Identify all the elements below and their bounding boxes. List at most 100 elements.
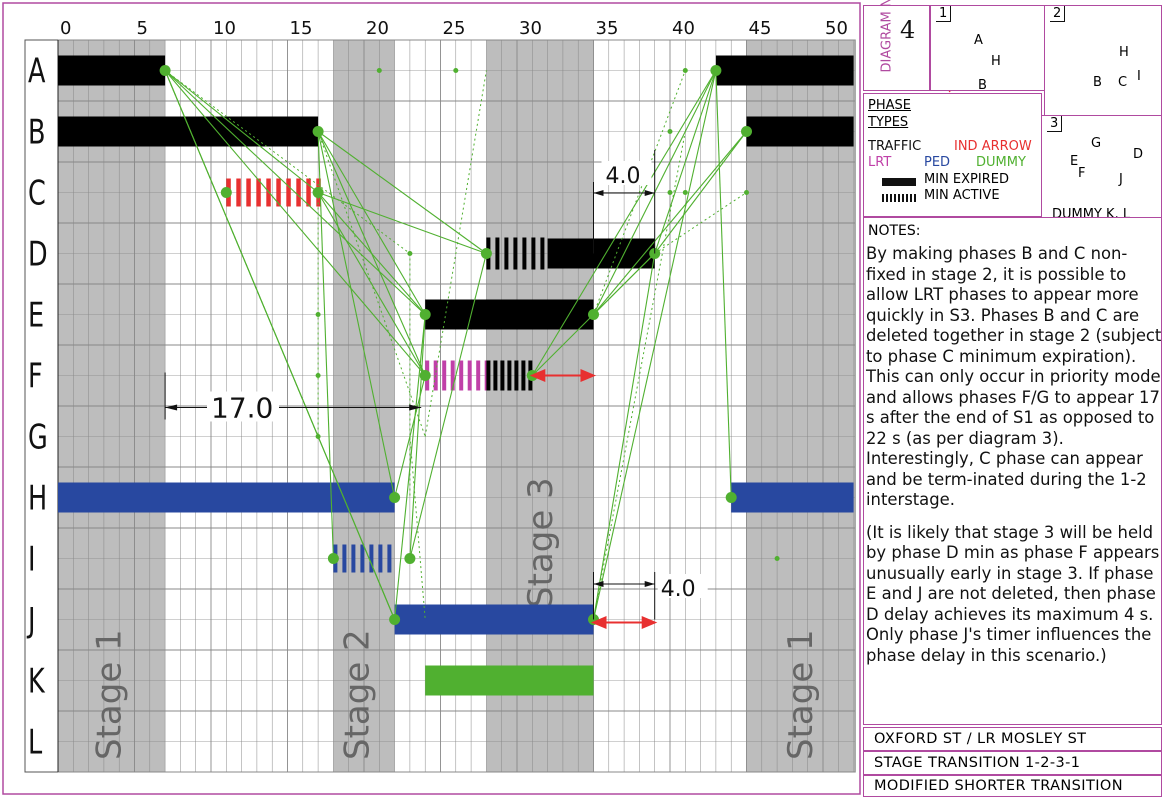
phase-a-bar-end <box>715 55 854 86</box>
title-block-1: OXFORD ST / LR MOSLEY ST <box>863 727 1162 751</box>
column-label-45: 45 <box>749 18 772 39</box>
mini-1-label-a: A <box>974 33 983 48</box>
node-c1 <box>220 187 232 198</box>
row-label-K: K <box>28 662 46 702</box>
row-label-J: J <box>26 601 35 641</box>
phase-a-bar-s1 <box>58 55 166 86</box>
phase-d-min-active-stripe <box>513 237 518 270</box>
phase-d-min-active-stripe <box>504 237 509 270</box>
small-node <box>453 68 459 73</box>
dependency-line <box>409 314 426 559</box>
title-block-2: STAGE TRANSITION 1-2-3-1 <box>863 751 1162 775</box>
diagram-no-value: 4 <box>900 16 916 44</box>
phase-d-min-active-stripe <box>540 237 545 270</box>
column-label-0: 0 <box>60 18 71 39</box>
row-label-G: G <box>28 418 48 458</box>
row-label-C: C <box>28 174 46 214</box>
column-label-5: 5 <box>137 18 148 39</box>
small-node <box>407 251 413 256</box>
phase-i-min-active-stripe <box>351 544 356 573</box>
node-c2 <box>312 187 324 198</box>
dependency-line <box>317 131 426 315</box>
phase-e-bar <box>425 299 594 330</box>
mini-1-label-b: B <box>978 78 987 93</box>
small-node <box>667 190 673 195</box>
dependency-line <box>394 314 426 620</box>
d4-bottom-label: 4.0 <box>661 577 696 602</box>
phase-k-bar <box>425 665 594 696</box>
row-label-D: D <box>28 235 48 275</box>
legend-dummy: DUMMY <box>976 155 1026 170</box>
phase-d-min-active-stripe <box>531 237 536 270</box>
dependency-line <box>317 131 334 559</box>
grid-lines <box>57 39 855 773</box>
phase-c-min-active-stripe <box>286 178 291 207</box>
phase-f-min-active-stripe <box>450 360 455 391</box>
d4-bottom-head-r <box>644 581 655 587</box>
phase-f-min-active-stripe <box>442 360 447 391</box>
phase-i-min-active-stripe <box>387 544 392 573</box>
phase-c-min-active-stripe <box>276 178 281 207</box>
mini-3-number: 3 <box>1047 116 1063 132</box>
span-17-head-l <box>165 404 178 411</box>
dotted-line <box>317 131 426 437</box>
phase-i-min-active-stripe <box>378 544 383 573</box>
dependency-line <box>592 70 717 620</box>
phase-i-min-active-stripe <box>342 544 347 573</box>
mini-2-label-i: I <box>1137 69 1141 84</box>
column-label-20: 20 <box>366 18 389 39</box>
dotted-line <box>164 70 411 254</box>
phase-f-min-active-stripe <box>476 360 481 391</box>
dependency-nodes <box>159 65 780 625</box>
notes-paragraph-2: (It is likely that stage 3 will be held … <box>866 522 1160 665</box>
phase-h-bar-end <box>731 482 854 513</box>
node-b1 <box>312 126 324 137</box>
dependency-line <box>317 131 487 254</box>
phase-f-extension-head-r <box>580 369 597 382</box>
phase-h-bar-s1 <box>58 482 395 513</box>
notes-paragraph-1: By making phases B and C non-fixed in st… <box>866 244 1162 509</box>
phase-c-min-active-stripe <box>256 178 261 207</box>
dependency-line <box>593 131 747 315</box>
mini-3-label-j: J <box>1119 172 1123 187</box>
column-label-25: 25 <box>443 18 466 39</box>
phase-d-min-active-stripe <box>522 237 527 270</box>
legend-traffic: TRAFFIC <box>868 139 922 154</box>
title-intersection: OXFORD ST / LR MOSLEY ST <box>874 731 1087 747</box>
column-label-40: 40 <box>672 18 695 39</box>
node-b2 <box>741 126 752 137</box>
legend-ind-arrow: IND ARROW <box>954 139 1032 154</box>
d4-top-label-bg <box>601 161 652 185</box>
phase-types-heading: PHASE TYPES <box>868 98 911 130</box>
diagram-number-box: DIAGRAM No. 4 <box>863 0 930 91</box>
phase-f-extension <box>529 369 597 382</box>
column-label-30: 30 <box>519 18 542 39</box>
node-a2 <box>710 65 722 76</box>
stage-label-1: Stage 1 <box>89 629 129 760</box>
small-node <box>744 190 749 195</box>
mini-diagram-1: 1 A H B <box>930 5 1045 93</box>
dependency-line <box>592 253 656 620</box>
diagram-no-label: DIAGRAM No. <box>879 0 895 73</box>
dotted-line <box>654 192 747 254</box>
row-label-I: I <box>28 540 36 580</box>
title-transition: STAGE TRANSITION 1-2-3-1 <box>874 755 1081 771</box>
small-node <box>774 556 780 561</box>
dependency-line <box>164 70 426 315</box>
small-node <box>667 129 673 134</box>
node-a1 <box>159 65 171 76</box>
legend-lrt: LRT <box>868 155 892 170</box>
phase-j-extension-head-l <box>590 616 607 629</box>
phase-c-min-active-stripe <box>296 178 301 207</box>
column-label-15: 15 <box>290 18 313 39</box>
span-17-label-bg <box>207 391 279 422</box>
dependency-line <box>654 131 747 254</box>
row-label-E: E <box>28 296 44 336</box>
small-node <box>682 190 688 195</box>
phase-c-min-active-stripe <box>236 178 241 207</box>
node-j1 <box>389 614 401 625</box>
phase-f-min-active-stripe <box>467 360 472 391</box>
mini-1-label-h: H <box>991 54 1001 69</box>
dependency-line <box>409 253 487 559</box>
